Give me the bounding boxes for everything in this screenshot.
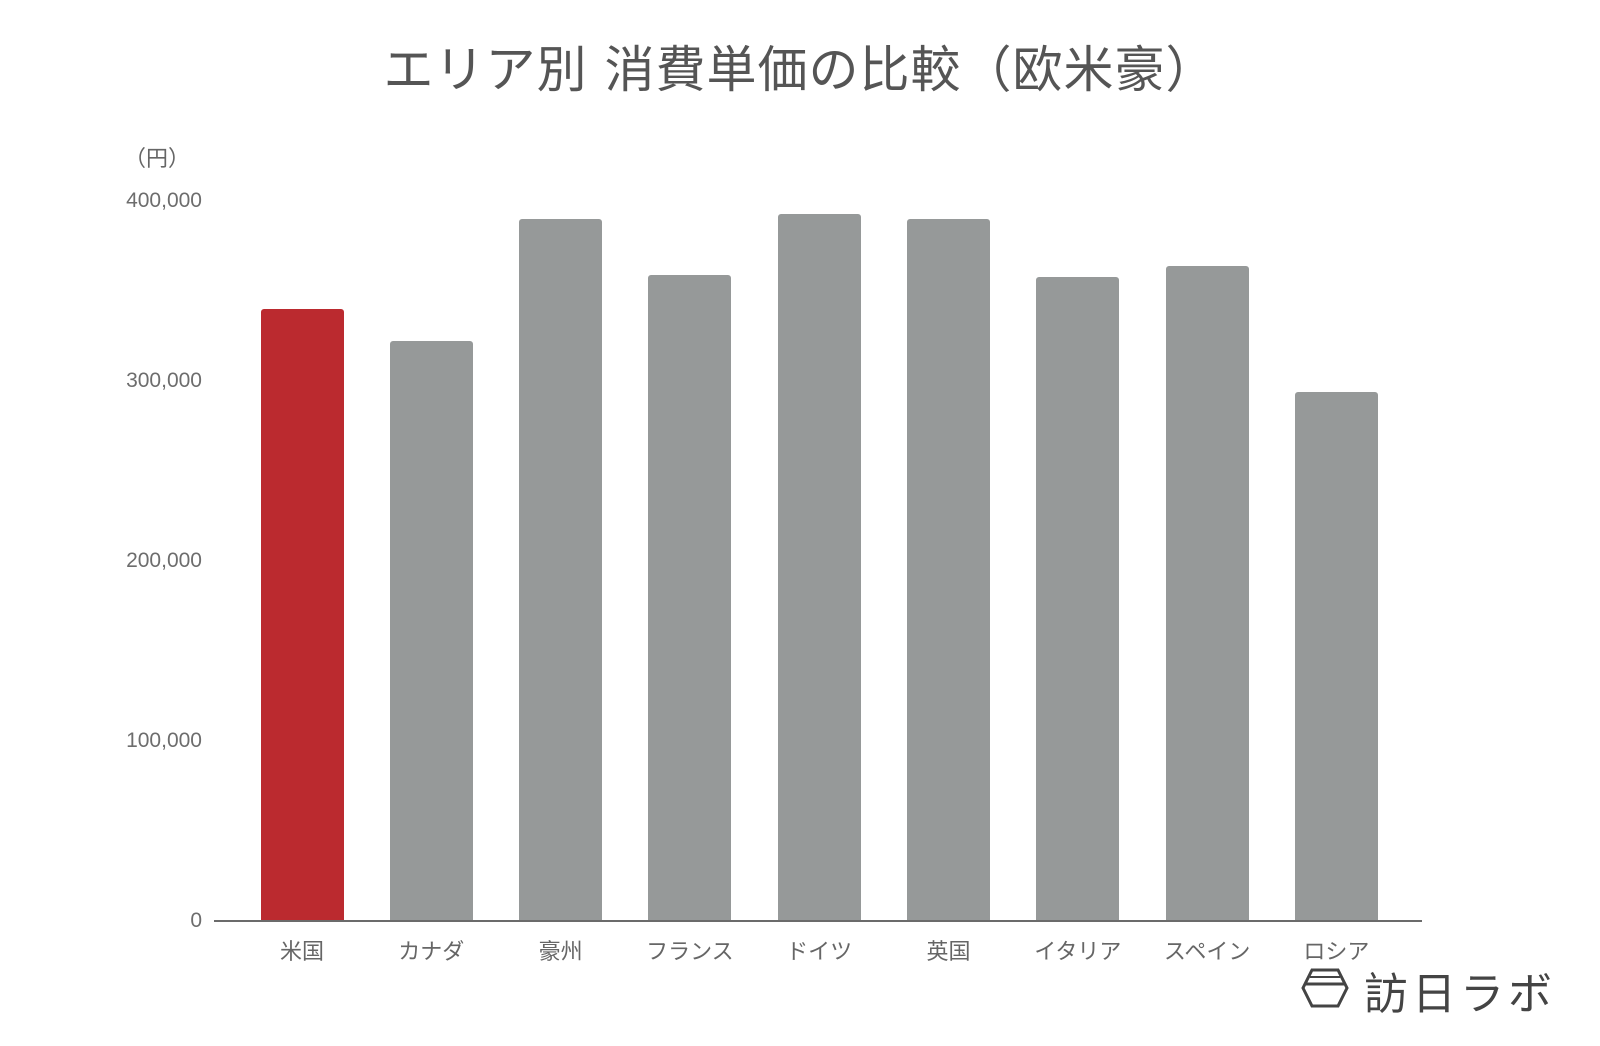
brand-logo: 訪日ラボ xyxy=(1300,962,1556,1020)
bar-8 xyxy=(1294,391,1378,921)
y-tick-label: 400,000 xyxy=(126,189,202,212)
bar-3 xyxy=(648,274,732,921)
x-tick-label: スペイン xyxy=(1163,940,1251,965)
x-tick-label: イタリア xyxy=(1034,940,1122,965)
bar-2 xyxy=(519,219,603,921)
x-tick-label: ドイツ xyxy=(786,940,853,965)
bar-6 xyxy=(1036,276,1120,921)
y-tick-label: 200,000 xyxy=(126,549,202,572)
y-tick-label: 300,000 xyxy=(126,369,202,392)
bar-5 xyxy=(907,219,990,921)
x-tick-label: フランス xyxy=(646,940,734,965)
x-tick-label: ロシア xyxy=(1303,940,1370,965)
plot-area xyxy=(214,201,1422,921)
brand-logo-text: 訪日ラボ xyxy=(1364,969,1556,1020)
x-tick-label: カナダ xyxy=(398,940,465,965)
y-tick-label: 0 xyxy=(190,909,202,932)
hexagon-logo-icon xyxy=(1300,967,1350,1013)
bar-0 xyxy=(260,309,344,921)
x-tick-label: 米国 xyxy=(279,940,324,965)
chart-title: エリア別 消費単価の比較（欧米豪） xyxy=(383,41,1217,99)
x-axis-line xyxy=(214,920,1422,922)
y-axis-unit-label: （円） xyxy=(124,147,191,172)
bar-4 xyxy=(777,213,861,921)
bar-1 xyxy=(389,341,473,921)
y-tick-label: 100,000 xyxy=(126,729,202,752)
bar-7 xyxy=(1165,265,1249,921)
x-tick-label: 英国 xyxy=(926,940,971,965)
x-tick-label: 豪州 xyxy=(538,940,583,965)
